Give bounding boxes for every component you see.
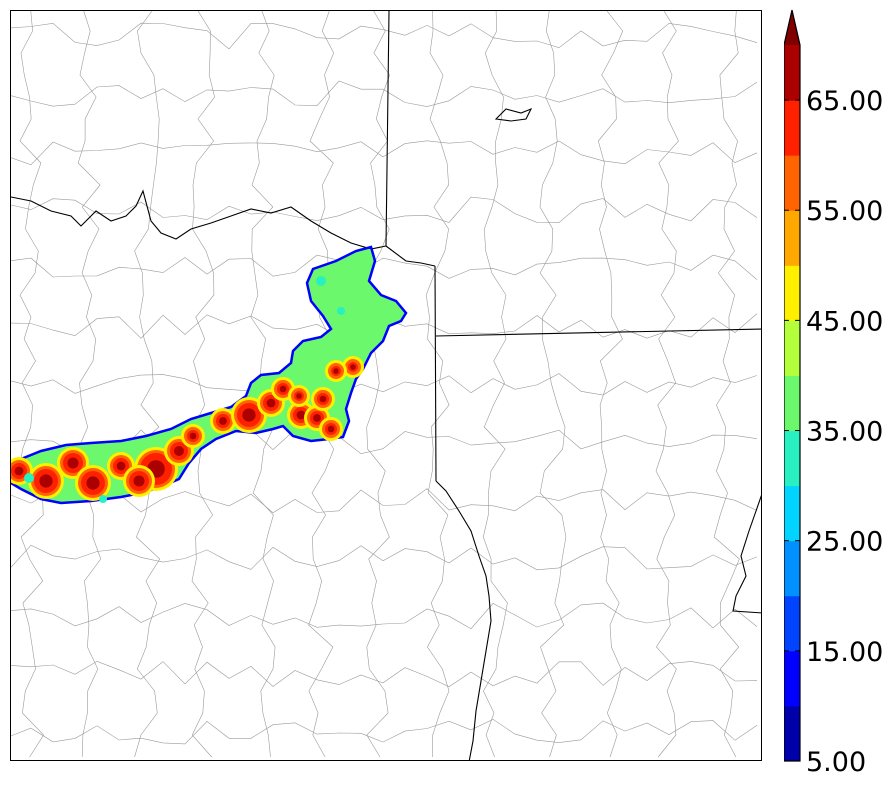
ar-tx-border-north	[385, 245, 436, 267]
county-line	[191, 11, 215, 758]
county-line	[11, 544, 758, 571]
storm-cell-core	[86, 476, 100, 490]
county-line	[11, 660, 758, 688]
colorbar-tick-label: 15.00	[806, 637, 883, 668]
storm-cell-core	[350, 364, 356, 370]
colorbar-band	[784, 320, 800, 376]
county-line	[425, 11, 450, 757]
sabine-river-border	[435, 480, 492, 760]
ar-tx-border	[434, 265, 437, 482]
county-line	[655, 11, 679, 758]
map-canvas	[11, 11, 761, 760]
county-line	[11, 140, 758, 166]
storm-cell-weak	[337, 307, 345, 315]
map-panel	[10, 10, 762, 761]
storm-cell-core	[67, 457, 79, 469]
storm-cell-core	[327, 425, 335, 433]
colorbar-band	[784, 485, 800, 542]
county-line	[133, 11, 161, 758]
county-line	[11, 602, 758, 630]
colorbar-band	[784, 210, 800, 266]
county-boundaries	[11, 11, 758, 758]
storm-cell-weak	[99, 495, 107, 503]
colorbar-band	[784, 595, 800, 652]
storm-cell-core	[313, 414, 321, 422]
storm-cell-core	[39, 474, 53, 488]
colorbar-tick-label: 45.00	[806, 306, 883, 337]
county-line	[597, 11, 624, 758]
colorbar-tick-label: 25.00	[806, 527, 883, 558]
county-line	[76, 11, 102, 758]
colorbar-tick-label: 35.00	[806, 417, 883, 448]
county-line	[11, 373, 758, 396]
county-line	[713, 11, 740, 758]
colorbar-band	[784, 650, 800, 707]
colorbar: 5.00 15.00 25.00 35.00 45.00 55.00 65.00	[784, 9, 883, 778]
colorbar-band	[784, 45, 800, 101]
state-boundaries	[11, 11, 761, 760]
ok-ar-border	[385, 11, 390, 247]
colorbar-tick-label: 55.00	[806, 196, 883, 227]
county-line	[11, 80, 758, 107]
colorbar-band	[784, 155, 800, 211]
storm-cell-core	[296, 410, 306, 420]
colorbar-extend-arrow	[784, 10, 800, 45]
colorbar-band	[784, 540, 800, 597]
storm-cell-core	[333, 368, 339, 374]
storm-cell-core	[14, 466, 24, 476]
county-line	[482, 11, 508, 758]
colorbar-band	[784, 430, 800, 487]
colorbar-band	[784, 100, 800, 156]
county-line	[11, 487, 758, 514]
ar-la-border	[435, 328, 761, 337]
storm-cell-weak	[316, 276, 326, 286]
storm-cell-core	[219, 417, 227, 425]
colorbar-band	[784, 705, 800, 762]
colorbar-band	[784, 375, 800, 432]
mississippi-river-border	[732, 495, 761, 614]
storm-cell-core	[133, 475, 145, 487]
county-line	[11, 196, 758, 223]
colorbar-bands	[784, 9, 801, 762]
storm-cell-weak	[24, 473, 34, 483]
county-line	[11, 254, 758, 280]
colorbar-ticks: 5.00 15.00 25.00 35.00 45.00 55.00 65.00	[784, 86, 883, 778]
colorbar-band	[784, 265, 800, 321]
county-line	[366, 11, 390, 758]
storm-cell-core	[242, 408, 256, 422]
colorbar-tick-label: 5.00	[806, 747, 866, 778]
county-line	[539, 11, 567, 758]
county-line	[11, 22, 758, 50]
county-line	[11, 718, 758, 745]
storm-cell-core	[279, 385, 287, 393]
storm-cell-core	[174, 446, 184, 456]
storm-cell-core	[296, 393, 302, 399]
storm-cell-core	[116, 461, 126, 471]
colorbar-tick-label: 65.00	[806, 86, 883, 117]
storm-reflectivity	[11, 245, 408, 505]
storm-envelope	[11, 245, 408, 505]
county-line	[18, 11, 44, 758]
red-river-boundary	[11, 189, 387, 250]
storm-cell-core	[319, 395, 327, 403]
lake-feature	[494, 107, 533, 122]
storm-cell-core	[189, 432, 197, 440]
storm-cell-core	[266, 398, 276, 408]
